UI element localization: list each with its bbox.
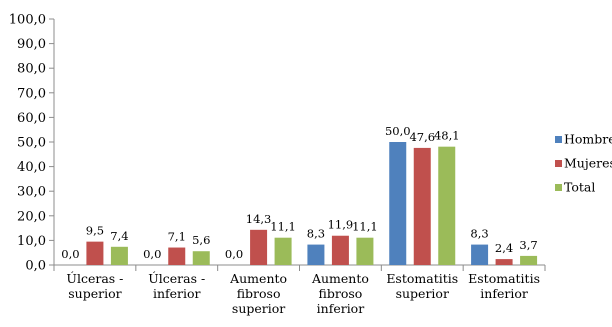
bar-hombres — [471, 244, 489, 265]
legend-label: Total — [564, 180, 595, 195]
y-tick-label: 20,0 — [17, 209, 46, 224]
data-label: 9,5 — [86, 224, 104, 238]
bar-mujeres — [86, 241, 104, 265]
y-tick-label: 60,0 — [17, 111, 46, 126]
data-label: 0,0 — [225, 247, 243, 261]
data-label: 7,1 — [168, 230, 186, 244]
y-tick-label: 30,0 — [17, 185, 46, 200]
data-label: 11,1 — [352, 220, 378, 234]
bar-total — [438, 146, 456, 265]
data-label: 5,6 — [192, 233, 210, 247]
bar-mujeres — [413, 147, 431, 265]
x-category-label: Estomatitis inferior — [468, 271, 540, 301]
legend: Hombres Mujeres Total — [555, 132, 612, 195]
bar-mujeres — [168, 247, 186, 265]
bar-hombres — [307, 244, 325, 265]
x-category-label: Estomatitis superior — [386, 271, 458, 301]
y-tick-label: 90,0 — [17, 37, 46, 52]
data-label: 0,0 — [61, 247, 79, 261]
data-label: 0,0 — [143, 247, 161, 261]
data-labels: 0,0 0,0 0,0 8,3 50,0 8,3 9,5 7,1 14,3 11,9 47,6 2,4… — [61, 124, 537, 261]
bar-total — [192, 251, 210, 265]
y-tick-label: 40,0 — [17, 160, 46, 175]
legend-label: Mujeres — [564, 156, 612, 171]
bars — [86, 142, 538, 265]
x-category-label: Úlceras -inferior — [148, 270, 205, 301]
bar-total — [110, 246, 128, 265]
bar-total — [274, 237, 292, 265]
bar-hombres — [389, 142, 407, 265]
data-label: 50,0 — [385, 124, 411, 138]
data-label: 14,3 — [246, 212, 272, 226]
y-axis: 0,0 10,0 20,0 30,0 40,0 50,0 60,0 70,0 80,0 90,0 1… — [9, 13, 55, 274]
data-label: 11,1 — [270, 220, 296, 234]
y-tick-label: 0,0 — [25, 259, 46, 274]
x-category-label: Aumento fibroso inferior — [311, 271, 369, 316]
data-label: 8,3 — [307, 227, 325, 241]
data-label: 47,6 — [409, 130, 435, 144]
data-label: 11,9 — [328, 218, 354, 232]
legend-swatch — [555, 160, 562, 167]
y-tick-label: 50,0 — [17, 136, 46, 151]
legend-swatch — [555, 184, 562, 191]
y-tick-label: 10,0 — [17, 234, 46, 249]
data-label: 7,4 — [110, 229, 128, 243]
data-label: 2,4 — [495, 241, 513, 255]
y-tick-label: 100,0 — [9, 13, 46, 28]
legend-swatch — [555, 136, 562, 143]
data-label: 48,1 — [434, 129, 460, 143]
data-label: 3,7 — [519, 238, 537, 252]
x-category-label: Úlceras -superior — [66, 270, 123, 301]
bar-total — [356, 237, 374, 265]
bar-mujeres — [331, 235, 349, 265]
x-category-label: Aumento fibroso superior — [229, 271, 287, 316]
y-tick-label: 80,0 — [17, 62, 46, 77]
bar-total — [520, 255, 538, 265]
data-label: 8,3 — [470, 227, 488, 241]
y-tick-label: 70,0 — [17, 86, 46, 101]
x-axis: Úlceras -superior Úlceras -inferior Aument… — [53, 264, 546, 316]
legend-label: Hombres — [564, 132, 612, 147]
bar-mujeres — [495, 259, 513, 265]
bar-mujeres — [250, 229, 268, 265]
